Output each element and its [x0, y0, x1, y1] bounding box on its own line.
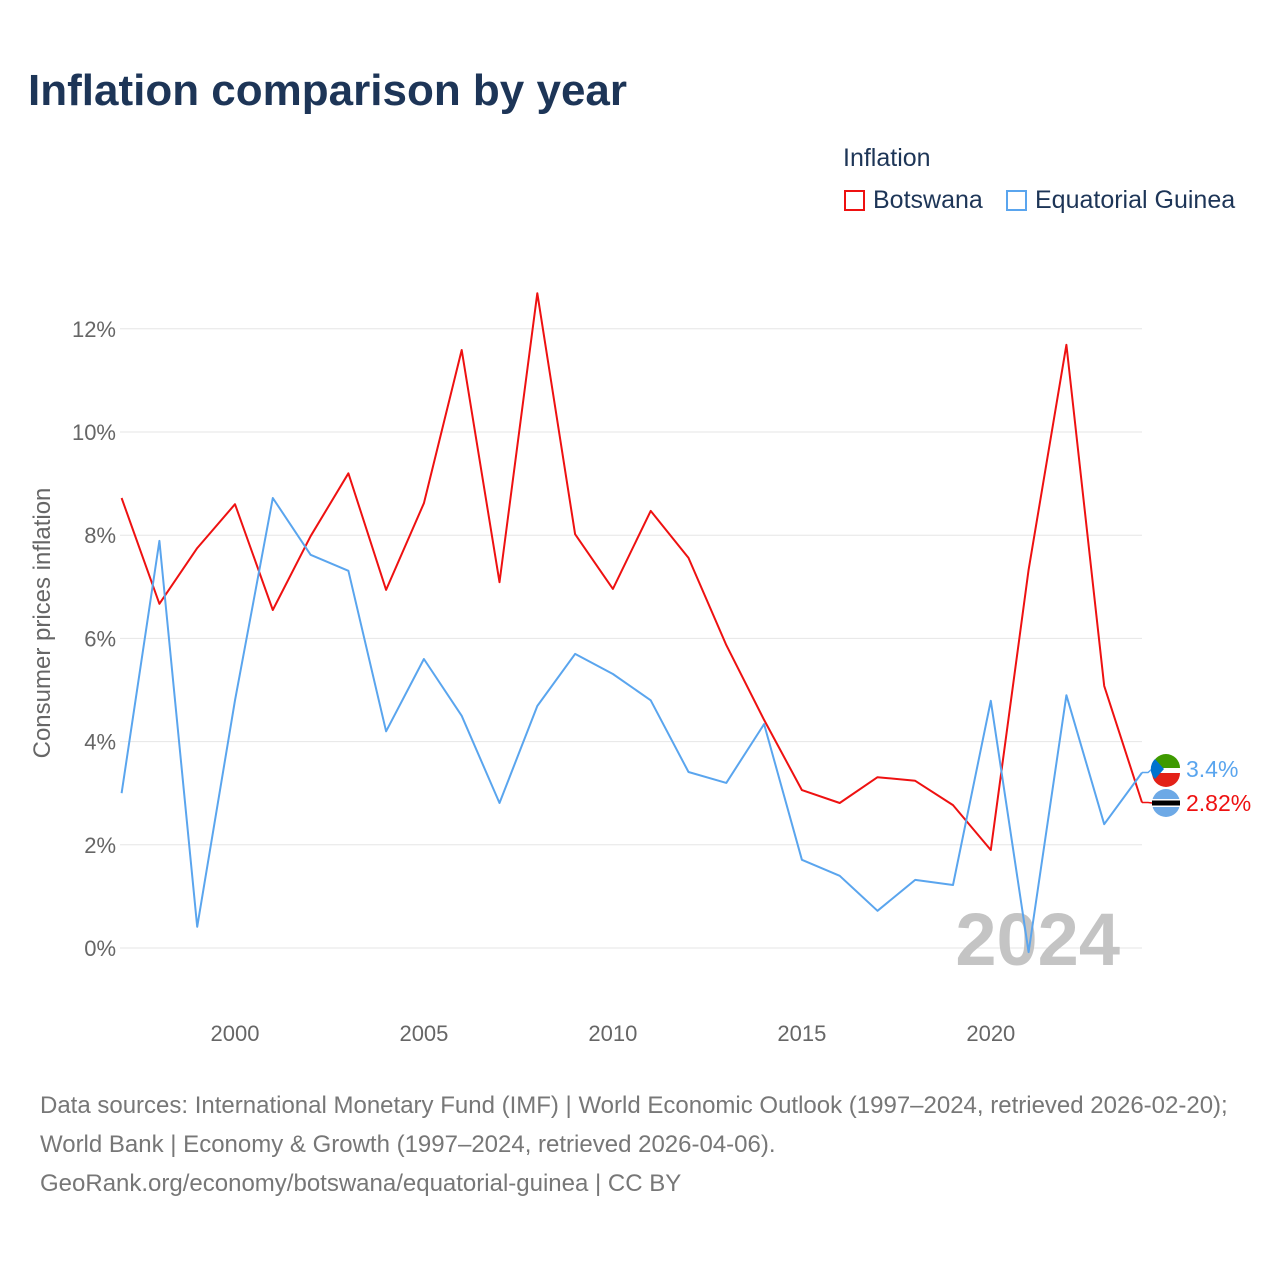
data-point: [573, 652, 577, 656]
legend-swatch-botswana: [844, 190, 865, 211]
series-line-equatorial-guinea: [120, 497, 1143, 954]
data-point: [309, 553, 313, 557]
footer: Data sources: International Monetary Fun…: [40, 1086, 1250, 1203]
legend-title: Inflation: [843, 144, 931, 172]
legend-label: Equatorial Guinea: [1035, 186, 1236, 214]
data-point: [800, 788, 804, 792]
x-tick-label: 2020: [966, 1021, 1015, 1046]
botswana-flag-icon: [1152, 789, 1180, 817]
data-point: [535, 291, 539, 295]
data-point: [611, 587, 615, 591]
legend-item-botswana[interactable]: Botswana: [844, 186, 983, 215]
flag-stripe: [1152, 800, 1180, 806]
y-tick-label: 2%: [84, 833, 116, 858]
data-point: [1102, 822, 1106, 826]
data-point: [271, 496, 275, 500]
y-tick-label: 10%: [72, 420, 116, 445]
data-point: [838, 874, 842, 878]
x-tick-label: 2010: [588, 1021, 637, 1046]
data-point: [309, 534, 313, 538]
data-point: [951, 803, 955, 807]
end-connector: [1142, 768, 1153, 774]
x-tick-label: 2015: [777, 1021, 826, 1046]
data-point: [271, 608, 275, 612]
data-point: [1064, 343, 1068, 347]
chart-title: Inflation comparison by year: [28, 66, 628, 115]
flag-triangle: [1150, 759, 1164, 779]
data-point: [346, 471, 350, 475]
data-point: [1027, 950, 1031, 954]
data-point: [724, 781, 728, 785]
y-tick-label: 12%: [72, 317, 116, 342]
y-tick-label: 4%: [84, 730, 116, 755]
data-point: [233, 698, 237, 702]
data-point: [157, 602, 161, 606]
year-watermark: 2024: [955, 898, 1120, 981]
data-point: [1027, 568, 1031, 572]
data-point: [875, 909, 879, 913]
data-point: [1102, 684, 1106, 688]
data-point: [724, 643, 728, 647]
y-tick-label: 8%: [84, 523, 116, 548]
data-point: [686, 556, 690, 560]
data-point: [460, 348, 464, 352]
data-point: [800, 858, 804, 862]
end-value-label: 3.4%: [1186, 756, 1238, 782]
data-point: [195, 546, 199, 550]
data-point: [384, 729, 388, 733]
data-point: [498, 580, 502, 584]
legend-item-equatorial-guinea[interactable]: Equatorial Guinea: [1006, 186, 1235, 215]
flag-stripe: [1152, 773, 1180, 787]
legend-label: Botswana: [873, 186, 983, 214]
data-point: [611, 672, 615, 676]
data-point: [422, 657, 426, 661]
data-point: [535, 704, 539, 708]
data-point: [384, 588, 388, 592]
source-link[interactable]: GeoRank.org/economy/botswana/equatorial-…: [40, 1170, 682, 1197]
data-point: [762, 722, 766, 726]
end-connector: [1142, 801, 1153, 804]
y-tick-label: 6%: [84, 626, 116, 651]
x-tick-label: 2000: [211, 1021, 260, 1046]
data-point: [422, 501, 426, 505]
data-point: [649, 509, 653, 513]
data-point: [1064, 693, 1068, 697]
data-point: [120, 791, 124, 795]
x-tick-label: 2005: [399, 1021, 448, 1046]
y-axis-label: Consumer prices inflation: [29, 488, 56, 759]
data-point: [498, 801, 502, 805]
data-point: [195, 925, 199, 929]
data-point: [989, 848, 993, 852]
y-tick-label: 0%: [84, 936, 116, 961]
end-value-label: 2.82%: [1186, 790, 1251, 816]
data-point: [762, 718, 766, 722]
series-line-botswana: [120, 292, 1143, 851]
data-point: [346, 569, 350, 573]
legend-swatch-equatorial-guinea: [1006, 190, 1027, 211]
data-point: [157, 539, 161, 543]
data-point: [838, 801, 842, 805]
data-sources: Data sources: International Monetary Fun…: [40, 1092, 1228, 1158]
data-point: [989, 699, 993, 703]
equatorial-guinea-flag-icon: [1150, 754, 1180, 787]
data-point: [686, 770, 690, 774]
data-point: [913, 878, 917, 882]
data-point: [120, 496, 124, 500]
data-point: [460, 714, 464, 718]
data-point: [951, 883, 955, 887]
data-point: [649, 698, 653, 702]
data-point: [913, 779, 917, 783]
data-point: [573, 532, 577, 536]
data-point: [233, 502, 237, 506]
data-point: [875, 775, 879, 779]
